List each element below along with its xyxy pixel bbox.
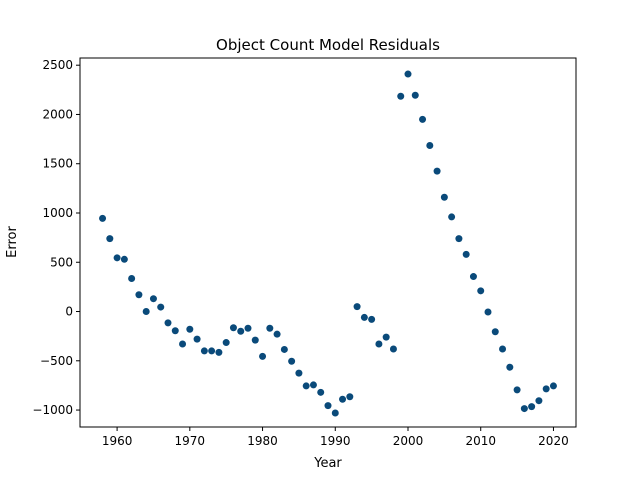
- y-tick-label: −1000: [32, 403, 73, 417]
- data-point: [259, 352, 267, 360]
- data-point: [120, 255, 128, 263]
- data-point: [382, 333, 390, 341]
- plot-frame: [79, 57, 577, 428]
- data-point: [513, 386, 521, 394]
- data-point: [549, 382, 557, 390]
- data-point: [520, 405, 528, 413]
- data-point: [506, 363, 514, 371]
- data-point: [280, 345, 288, 353]
- data-point: [411, 91, 419, 99]
- data-point: [113, 254, 121, 262]
- data-point: [171, 327, 179, 335]
- data-point: [455, 235, 463, 243]
- y-tick-label: 500: [50, 255, 73, 269]
- chart-title: Object Count Model Residuals: [216, 36, 440, 54]
- x-tick-label: 2000: [393, 434, 424, 448]
- x-tick-label: 2010: [465, 434, 496, 448]
- data-point: [324, 402, 332, 410]
- data-point: [397, 92, 405, 100]
- x-tick-label: 1960: [102, 434, 133, 448]
- data-point: [389, 345, 397, 353]
- data-point: [288, 357, 296, 365]
- data-point: [542, 385, 550, 393]
- data-point: [208, 347, 216, 355]
- data-point: [135, 291, 143, 299]
- y-tick-label: 0: [65, 305, 73, 319]
- data-point: [477, 287, 485, 295]
- data-point: [375, 340, 383, 348]
- data-point: [331, 409, 339, 417]
- data-point: [157, 303, 165, 311]
- data-point: [346, 393, 354, 401]
- data-point: [302, 382, 310, 390]
- data-point: [193, 335, 201, 343]
- data-point: [99, 214, 107, 222]
- data-point: [339, 395, 347, 403]
- data-point: [491, 328, 499, 336]
- data-point: [295, 369, 303, 377]
- x-tick-label: 2020: [538, 434, 569, 448]
- data-point: [360, 313, 368, 321]
- data-point: [433, 167, 441, 175]
- x-tick-label: 1970: [175, 434, 206, 448]
- data-point: [469, 273, 477, 281]
- x-tick-label: 1980: [247, 434, 278, 448]
- data-point: [273, 330, 281, 338]
- data-point: [244, 324, 252, 332]
- data-point: [215, 348, 223, 356]
- y-tick-label: 1000: [42, 206, 73, 220]
- data-point: [237, 327, 245, 335]
- x-axis-label: Year: [313, 456, 342, 471]
- y-tick-label: 1500: [42, 157, 73, 171]
- y-tick-label: −500: [40, 354, 73, 368]
- data-point: [186, 325, 194, 333]
- data-point: [426, 141, 434, 149]
- data-point: [368, 315, 376, 323]
- y-axis-ticks: −1000 −500 0 500 1000 1500 2000 2500: [32, 58, 80, 417]
- data-point: [462, 250, 470, 258]
- y-tick-label: 2500: [42, 58, 73, 72]
- y-tick-label: 2000: [42, 107, 73, 121]
- data-point: [251, 336, 259, 344]
- data-point: [440, 193, 448, 201]
- data-point: [499, 345, 507, 353]
- data-points: [99, 70, 557, 417]
- data-point: [106, 235, 114, 243]
- x-axis-ticks: 1960 1970 1980 1990 2000 2010 2020: [102, 427, 569, 448]
- data-point: [309, 381, 317, 389]
- data-point: [484, 308, 492, 316]
- data-point: [164, 319, 172, 327]
- data-point: [419, 115, 427, 123]
- data-point: [149, 295, 157, 303]
- data-point: [179, 340, 187, 348]
- data-point: [448, 213, 456, 221]
- data-point: [266, 324, 274, 332]
- x-tick-label: 1990: [320, 434, 351, 448]
- data-point: [128, 275, 136, 283]
- data-point: [404, 70, 412, 78]
- data-point: [353, 303, 361, 311]
- data-point: [142, 308, 150, 316]
- data-point: [528, 403, 536, 411]
- data-point: [222, 339, 230, 347]
- y-axis-label: Error: [5, 226, 20, 258]
- data-point: [229, 324, 237, 332]
- data-point: [535, 397, 543, 405]
- data-point: [317, 388, 325, 396]
- data-point: [200, 347, 208, 355]
